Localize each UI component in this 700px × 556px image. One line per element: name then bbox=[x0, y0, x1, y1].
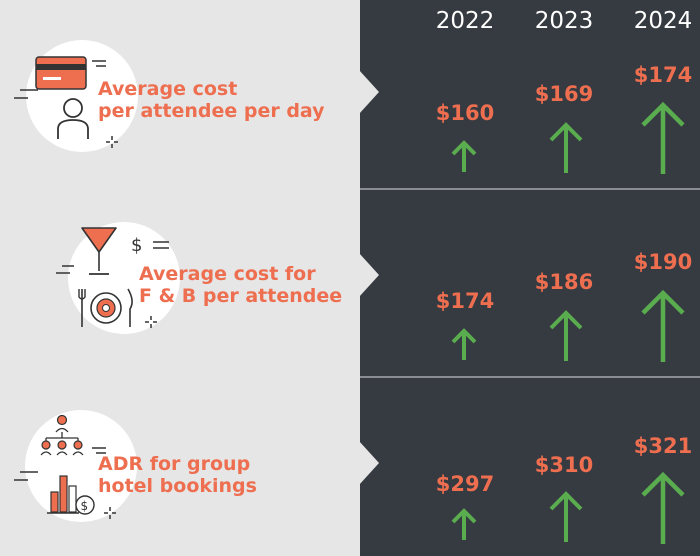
value-2022: $297 bbox=[435, 472, 495, 496]
panel-notch bbox=[359, 441, 379, 485]
metric-label-line: hotel bookings bbox=[98, 475, 257, 497]
metric-label-line: ADR for group bbox=[98, 453, 251, 475]
dollar-icon: $ bbox=[131, 235, 169, 256]
up-arrow-icon bbox=[549, 122, 583, 173]
year-header-2022: 2022 bbox=[435, 8, 495, 34]
value-2023: $310 bbox=[534, 453, 594, 477]
value-2024: $174 bbox=[633, 63, 693, 87]
org-chart-icon bbox=[40, 414, 84, 456]
value-2024: $190 bbox=[633, 250, 693, 274]
svg-text:$: $ bbox=[81, 499, 89, 513]
row-divider bbox=[360, 376, 700, 378]
metric-label-adr: ADR for group hotel bookings bbox=[98, 453, 257, 497]
up-arrow-icon bbox=[451, 140, 477, 172]
up-arrow-icon bbox=[451, 328, 477, 360]
value-2023: $186 bbox=[534, 270, 594, 294]
credit-card-icon bbox=[35, 56, 87, 90]
coin-icon: $ bbox=[75, 495, 95, 515]
year-header-2023: 2023 bbox=[534, 8, 594, 34]
metric-label-cost-per-day: Average cost per attendee per day bbox=[98, 78, 325, 122]
up-arrow-icon bbox=[549, 491, 583, 542]
cocktail-glass-icon bbox=[81, 227, 117, 275]
up-arrow-icon bbox=[549, 310, 583, 361]
value-2023: $169 bbox=[534, 82, 594, 106]
up-arrow-icon bbox=[641, 289, 685, 362]
panel-notch bbox=[359, 253, 379, 297]
value-2022: $160 bbox=[435, 101, 495, 125]
up-arrow-icon bbox=[451, 508, 477, 540]
value-2024: $321 bbox=[633, 434, 693, 458]
plate-icon bbox=[78, 288, 133, 327]
motion-lines-deco bbox=[92, 447, 106, 454]
row-divider bbox=[360, 188, 700, 190]
motion-lines-deco bbox=[14, 471, 38, 481]
up-arrow-icon bbox=[641, 471, 685, 544]
metric-label-fb-cost: Average cost for F & B per attendee bbox=[139, 263, 342, 307]
motion-lines-deco bbox=[92, 60, 106, 67]
motion-lines-deco bbox=[56, 265, 74, 274]
up-arrow-icon bbox=[641, 101, 685, 174]
metric-label-line: Average cost bbox=[98, 78, 238, 100]
metric-icon-circle bbox=[68, 222, 180, 334]
year-header-2024: 2024 bbox=[633, 8, 693, 34]
motion-lines-deco bbox=[14, 89, 38, 99]
panel-notch bbox=[359, 70, 379, 114]
sparkle-icon bbox=[106, 136, 118, 148]
svg-text:$: $ bbox=[131, 235, 142, 256]
bar-chart-icon bbox=[47, 475, 79, 514]
value-2022: $174 bbox=[435, 289, 495, 313]
metric-label-line: per attendee per day bbox=[98, 100, 325, 122]
person-icon bbox=[57, 98, 89, 139]
sparkle-icon bbox=[104, 507, 116, 519]
metric-label-line: Average cost for bbox=[139, 263, 316, 285]
sparkle-icon bbox=[145, 316, 157, 328]
metric-label-line: F & B per attendee bbox=[139, 285, 343, 307]
right-panel bbox=[360, 0, 700, 556]
